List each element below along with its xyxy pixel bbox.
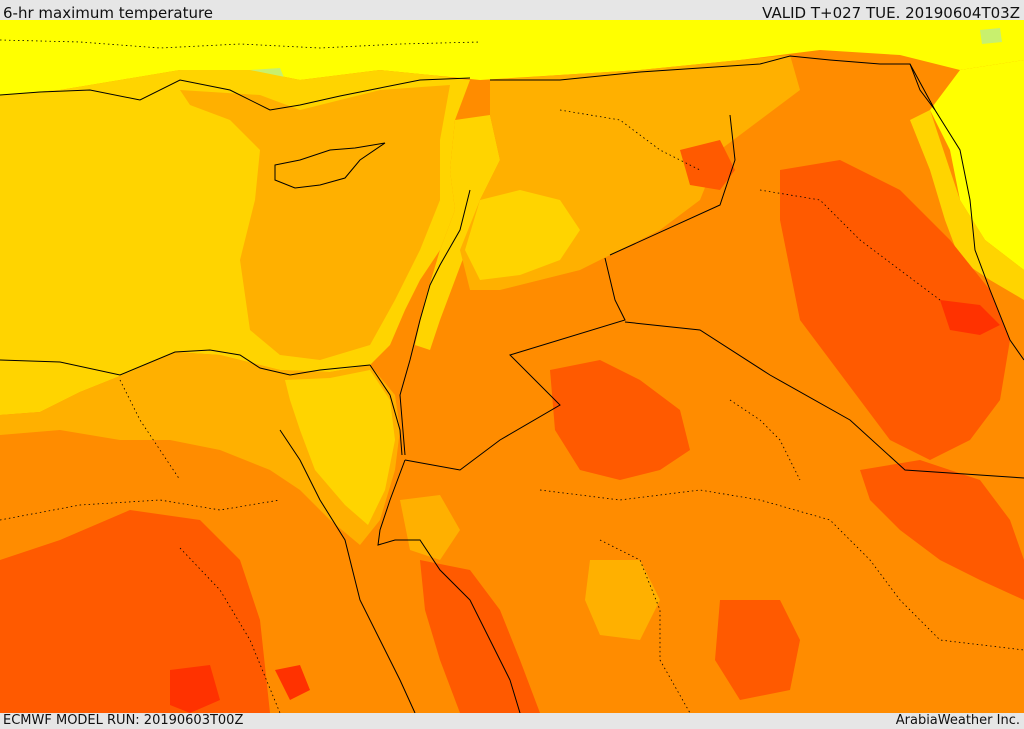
province-line-4 <box>0 499 281 521</box>
province-line-3 <box>759 189 941 301</box>
border-redsea-west <box>279 429 416 713</box>
temp-zone-darkorange-gulf <box>860 460 1024 600</box>
temperature-map <box>0 20 1024 713</box>
province-line-1 <box>0 39 481 49</box>
temp-zone-syria-yellow <box>465 190 580 280</box>
country-borders <box>0 55 1024 713</box>
border-sinai-israel <box>369 364 403 456</box>
temp-zone-yellow-northeast <box>930 60 1024 270</box>
border-iraq-saudi <box>624 321 1024 479</box>
border-levant-coast <box>399 189 471 456</box>
border-iran <box>909 63 1024 361</box>
temp-zone-arabia-amber-2 <box>400 495 460 560</box>
temp-zone-red-egypt-2 <box>275 665 310 700</box>
temp-zone-darkorange-syria <box>680 140 735 190</box>
province-line-2 <box>559 109 701 171</box>
temp-zone-green-3 <box>980 28 1002 44</box>
border-cyprus <box>274 142 386 189</box>
border-syria-iraq <box>609 114 736 256</box>
temp-zone-mediterranean-amber <box>180 85 450 360</box>
map-title: 6-hr maximum temperature <box>3 4 214 20</box>
border-egypt-north <box>0 349 371 376</box>
temp-zone-darkorange-central <box>550 360 690 480</box>
temp-zone-arabia-amber <box>585 560 660 640</box>
valid-time: VALID T+027 TUE. 20190604T03Z <box>762 4 1020 20</box>
temp-zone-levant-yellow <box>415 115 500 350</box>
province-line-8 <box>729 399 801 481</box>
temp-zone-yellow-orange-northeast <box>910 110 1024 300</box>
temp-zone-red-egypt <box>170 665 220 713</box>
model-run: ECMWF MODEL RUN: 20190603T00Z <box>3 713 244 728</box>
temp-zone-sinai-yellow <box>285 370 395 525</box>
temp-zone-darkorange-egypt <box>0 510 270 713</box>
border-jordan-saudi <box>404 257 626 471</box>
province-borders <box>0 39 1024 713</box>
header-bar: 6-hr maximum temperature VALID T+027 TUE… <box>0 0 1024 20</box>
footer-bar: ECMWF MODEL RUN: 20190603T00Z ArabiaWeat… <box>0 713 1024 729</box>
border-redsea-east <box>377 459 521 713</box>
temp-zone-darkorange-south <box>715 600 800 700</box>
temp-zone-yellow-north <box>0 20 1024 95</box>
border-turkey-syria <box>490 55 936 111</box>
temp-zone-red-iraq <box>940 300 1000 335</box>
border-turkey-coast <box>0 77 471 111</box>
credit: ArabiaWeather Inc. <box>895 713 1020 728</box>
temp-zone-darkorange-redsea <box>420 560 540 713</box>
temp-zone-darkorange-iraq <box>780 160 1010 460</box>
